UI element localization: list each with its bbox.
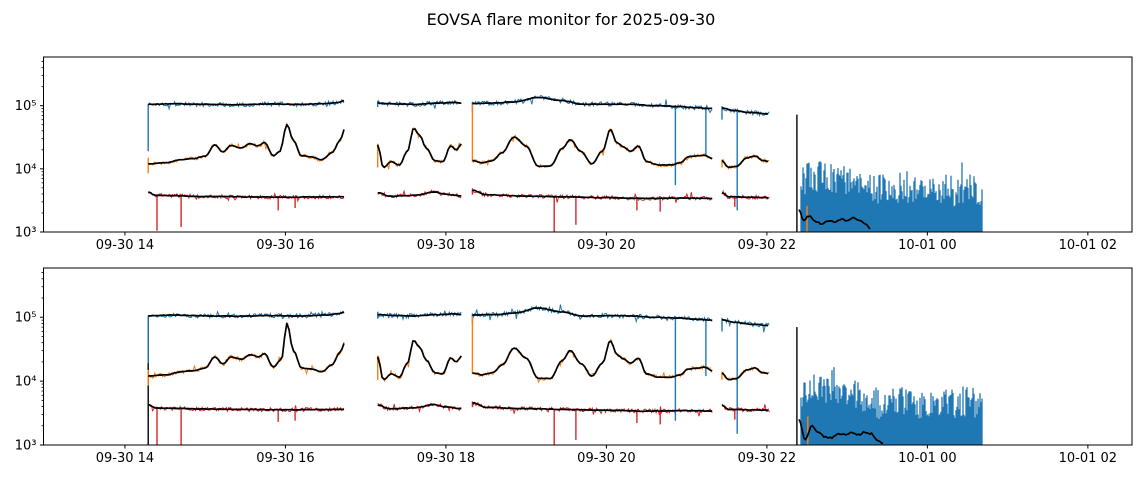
panel-2-mid-band-smoothed: [148, 322, 345, 377]
panel-1-low-band-smoothed: [472, 189, 713, 200]
panel-1-axes: 09-30 14 09-30 16 09-30 18 09-30 20 09-30 22…: [15, 56, 1133, 253]
panel-1-x-tick-label-3: 09-30 20: [577, 238, 635, 253]
panel-2-x-tick-label-5: 10-01 00: [898, 451, 956, 466]
panel-1-mid-band-raw: [147, 122, 345, 166]
panel-1-x-tick-label-6: 10-01 02: [1059, 238, 1117, 253]
panel-2-x-tick-label-0: 09-30 14: [96, 451, 154, 466]
panel-2-post-flare-background: [798, 419, 884, 445]
panel-1-mid-band-raw: [472, 128, 713, 169]
panel-2-low-band-smoothed: [147, 403, 344, 411]
panel-1-mid-band-smoothed: [148, 123, 345, 165]
panel-2-x-tick-label-1: 09-30 16: [256, 451, 314, 466]
panel-1-high-band-smoothed: [472, 96, 713, 110]
panel-2-low-band-smoothed: [721, 404, 769, 412]
panel-1-low-band-smoothed: [377, 191, 462, 198]
panel-2-x-tick-label-2: 09-30 18: [417, 451, 475, 466]
panel-2-y-tick-label-2: 10⁵: [15, 311, 37, 326]
panel-2-low-band-smoothed: [377, 403, 462, 410]
panel-2-low-band-smoothed: [472, 402, 713, 413]
panel-1-high-band-smoothed: [721, 106, 769, 115]
panel-1-mid-band-smoothed: [721, 155, 769, 169]
panel-2-y-tick-label-0: 10³: [15, 439, 37, 454]
panel-1-mid-band-smoothed: [376, 128, 462, 169]
chart-title: EOVSA flare monitor for 2025-09-30: [427, 10, 716, 29]
panel-1-mid-band-smoothed: [472, 128, 713, 168]
panel-1-x-tick-label-4: 09-30 22: [738, 238, 796, 253]
panel-2-mid-band-smoothed: [376, 340, 462, 381]
panel-1-post-flare-background: [798, 209, 871, 230]
panel-2-x-tick-label-4: 09-30 22: [738, 451, 796, 466]
panel-2-y-tick-label-1: 10⁴: [15, 375, 37, 390]
panel-2-x-tick-label-6: 10-01 02: [1059, 451, 1117, 466]
panel-2-high-band-smoothed: [377, 312, 462, 317]
panel-1-high-band-smoothed: [377, 101, 462, 106]
panel-1-y-tick-label-1: 10⁴: [15, 162, 37, 177]
panel-1-x-tick-label-1: 09-30 16: [256, 238, 314, 253]
panel-1-high-band-smoothed: [148, 99, 345, 106]
panel-2-high-band-smoothed: [472, 307, 713, 322]
panel-1: [147, 95, 983, 232]
panel-2-noise-block: [800, 367, 983, 445]
panel-1-y-tick-label-2: 10⁵: [15, 99, 37, 114]
panel-2-high-band-raw: [471, 304, 713, 324]
panel-1-noise-block: [800, 161, 983, 232]
panel-1-y-tick-label-0: 10³: [15, 226, 37, 241]
panel-2-axes: 09-30 14 09-30 16 09-30 18 09-30 20 09-30 22…: [15, 267, 1133, 466]
panel-2-mid-band-smoothed: [472, 340, 713, 380]
panel-2: [147, 304, 983, 445]
panel-1-x-tick-label-2: 09-30 18: [417, 238, 475, 253]
panel-1-low-band-smoothed: [721, 191, 769, 199]
panel-1-low-band-smoothed: [148, 191, 345, 199]
panel-2-high-band-smoothed: [148, 311, 345, 318]
panel-2-low-band-raw: [471, 401, 713, 417]
panel-2-x-tick-label-3: 09-30 20: [577, 451, 635, 466]
panel-1-x-tick-label-5: 10-01 00: [898, 238, 956, 253]
panel-2-mid-band-raw: [721, 366, 770, 381]
panel-2-mid-band-smoothed: [721, 366, 769, 381]
panel-1-x-tick-label-0: 09-30 14: [96, 238, 154, 253]
plots-container: 09-30 14 09-30 16 09-30 18 09-30 20 09-30 22…: [15, 56, 1133, 466]
panel-2-high-band-smoothed: [721, 318, 769, 327]
